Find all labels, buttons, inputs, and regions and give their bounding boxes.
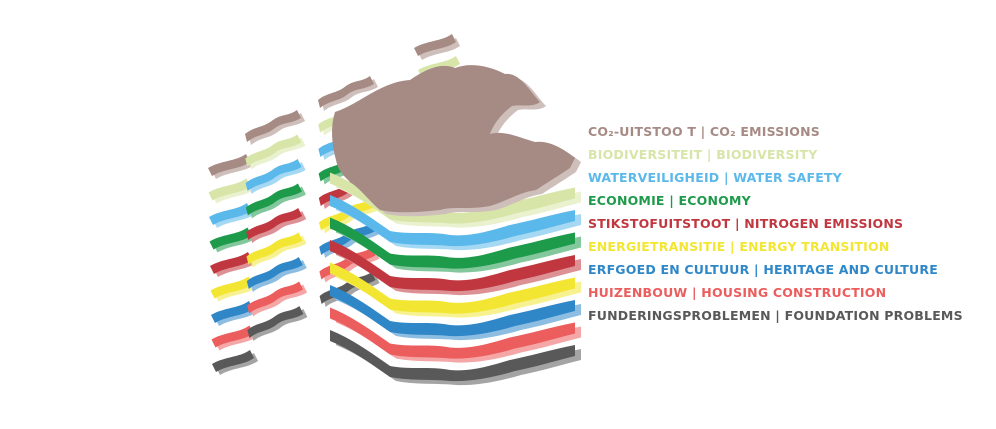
legend-item-co2: CO₂-UITSTOO T | CO₂ EMISSIONS: [588, 124, 820, 139]
legend: CO₂-UITSTOO T | CO₂ EMISSIONS BIODIVERSI…: [588, 120, 988, 327]
legend-item-heritage: ERFGOED EN CULTUUR | HERITAGE AND CULTUR…: [588, 262, 938, 277]
legend-item-housing: HUIZENBOUW | HOUSING CONSTRUCTION: [588, 285, 887, 300]
legend-item-water-safety: WATERVEILIGHEID | WATER SAFETY: [588, 170, 842, 185]
legend-item-biodiversity: BIODIVERSITEIT | BIODIVERSITY: [588, 147, 818, 162]
layered-map-stack: [330, 65, 581, 386]
legend-item-energy-transition: ENERGIETRANSITIE | ENERGY TRANSITION: [588, 239, 890, 254]
legend-item-nitrogen: STIKSTOFUITSTOOT | NITROGEN EMISSIONS: [588, 216, 904, 231]
legend-item-economy: ECONOMIE | ECONOMY: [588, 193, 751, 208]
legend-item-foundation: FUNDERINGSPROBLEMEN | FOUNDATION PROBLEM…: [588, 308, 963, 323]
strip: [245, 110, 301, 142]
middle-strip-column: [245, 110, 308, 341]
